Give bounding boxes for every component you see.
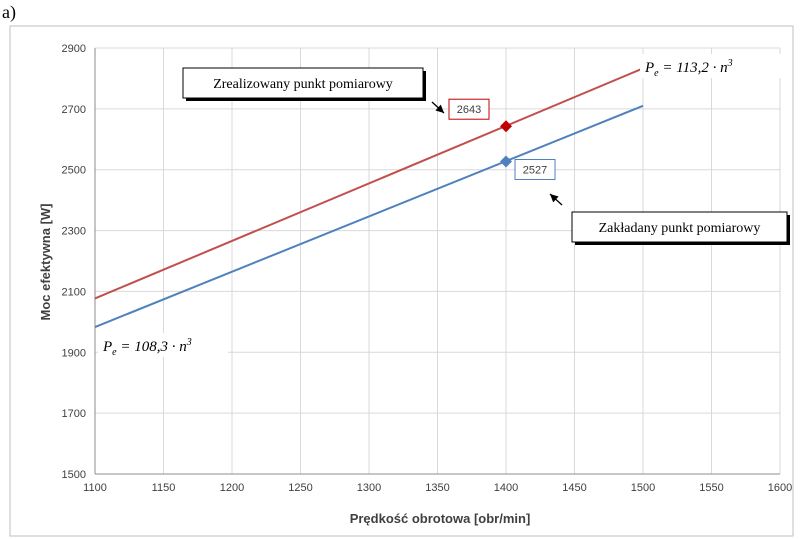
formula-red: Pe = 113,2 · n3 — [644, 58, 733, 79]
formula-blue: Pe = 108,3 · n3 — [102, 337, 192, 358]
y-tick-label: 2100 — [62, 286, 86, 298]
y-tick-label: 2900 — [62, 43, 86, 55]
x-tick-label: 1600 — [768, 482, 792, 494]
x-tick-label: 1200 — [220, 482, 244, 494]
y-tick-label: 2500 — [62, 165, 86, 177]
y-tick-label: 1500 — [62, 469, 86, 481]
y-tick-label: 2700 — [62, 104, 86, 116]
x-tick-label: 1500 — [631, 482, 655, 494]
point-layer: 2643 2527 — [448, 98, 556, 180]
assumed-value-label: 2527 — [523, 164, 547, 176]
y-tick-label: 1900 — [62, 347, 86, 359]
realized-callout-text: Zrealizowany punkt pomiarowy — [213, 77, 393, 92]
assumed-callout-text: Zakładany punkt pomiarowy — [599, 221, 761, 236]
y-tick-label: 2300 — [62, 226, 86, 238]
x-tick-label: 1400 — [494, 482, 518, 494]
formula-red-bg — [640, 54, 788, 78]
annotation-layer: Zrealizowany punkt pomiarowy Zakładany pu… — [98, 54, 790, 358]
series-layer — [94, 67, 644, 328]
formula-blue-bg — [98, 333, 228, 357]
x-tick-label: 1450 — [562, 482, 586, 494]
axis-layer: 1100 1150 1200 1250 1300 1350 1400 1450 1500 1550… — [62, 43, 793, 494]
x-tick-label: 1300 — [357, 482, 381, 494]
realized-arrow-head — [435, 104, 444, 113]
assumed-arrow-head — [550, 194, 559, 203]
figure-label: a) — [2, 2, 16, 23]
y-axis-title: Moc efektywna [W] — [38, 203, 53, 320]
realized-value-label: 2643 — [457, 104, 481, 116]
realized-point-marker — [500, 120, 512, 133]
realized-value-box — [448, 98, 490, 120]
assumed-callout-box — [571, 211, 788, 243]
x-tick-label: 1550 — [699, 482, 723, 494]
assumed-point-marker — [500, 155, 512, 168]
series-line-blue — [94, 104, 644, 328]
chart-border — [9, 25, 794, 537]
assumed-value-box — [514, 158, 556, 180]
x-tick-label: 1100 — [83, 482, 107, 494]
realized-callout-box — [182, 67, 424, 99]
y-tick-label: 1700 — [62, 408, 86, 420]
x-tick-label: 1250 — [288, 482, 312, 494]
x-axis-title: Prędkość obrotowa [obr/min] — [350, 511, 531, 526]
series-line-red — [94, 67, 644, 300]
x-tick-label: 1350 — [425, 482, 449, 494]
x-tick-label: 1150 — [152, 482, 176, 494]
